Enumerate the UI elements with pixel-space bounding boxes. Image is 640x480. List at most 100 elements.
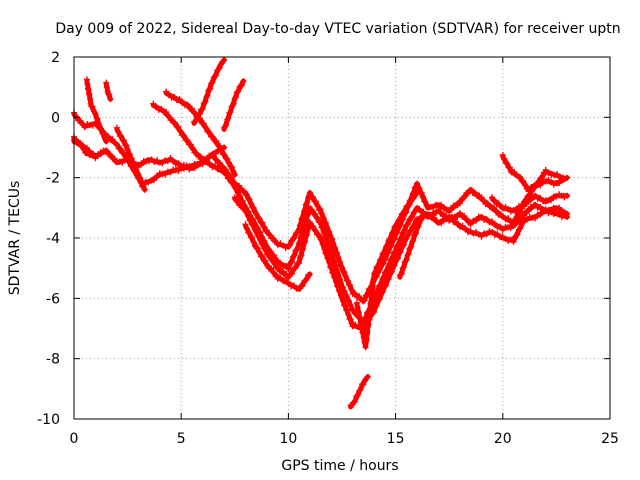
- data-point: [416, 185, 423, 192]
- data-point: [226, 175, 233, 182]
- data-point: [402, 227, 409, 234]
- data-point: [121, 149, 127, 156]
- x-tick-label: 0: [70, 431, 79, 447]
- data-point: [296, 259, 303, 266]
- data-point: [422, 198, 429, 205]
- data-point: [269, 256, 276, 262]
- data-point: [107, 96, 114, 103]
- data-point: [394, 221, 401, 228]
- data-point: [389, 230, 395, 237]
- y-tick-label: -10: [37, 412, 60, 428]
- data-point: [406, 201, 413, 208]
- data-point: [377, 281, 384, 288]
- data-point: [301, 208, 308, 215]
- data-point: [100, 130, 107, 137]
- data-point: [101, 135, 108, 142]
- data-point: [495, 200, 502, 207]
- data-point: [238, 202, 245, 209]
- data-point: [525, 199, 532, 205]
- data-point: [334, 249, 341, 256]
- data-point: [539, 174, 546, 181]
- data-point: [306, 189, 313, 196]
- data-point: [206, 86, 213, 93]
- data-point: [194, 161, 201, 168]
- data-point: [414, 180, 420, 187]
- data-point: [163, 88, 170, 95]
- data-point: [370, 275, 377, 282]
- series-prn-track-11: [210, 152, 571, 305]
- data-point: [507, 218, 514, 225]
- data-point: [448, 215, 455, 222]
- data-point: [228, 164, 235, 170]
- data-point: [98, 125, 104, 132]
- data-point: [335, 254, 342, 261]
- data-point: [203, 93, 210, 100]
- data-point: [414, 189, 420, 196]
- data-point: [299, 282, 306, 289]
- data-point: [216, 142, 223, 149]
- data-point: [203, 158, 210, 164]
- data-point: [398, 234, 405, 241]
- data-point: [459, 222, 466, 229]
- data-point: [335, 271, 342, 278]
- data-point: [514, 231, 521, 238]
- data-point: [375, 262, 382, 269]
- data-point: [371, 270, 378, 277]
- data-point: [374, 263, 381, 270]
- data-point: [511, 169, 518, 175]
- data-point: [247, 200, 254, 207]
- data-point: [150, 100, 157, 107]
- data-point: [337, 288, 344, 295]
- data-point: [372, 303, 379, 310]
- data-point: [312, 227, 319, 234]
- grid: [74, 57, 610, 419]
- data-point: [303, 231, 310, 238]
- data-point: [296, 222, 303, 229]
- data-point: [310, 223, 317, 230]
- data-point: [304, 199, 311, 206]
- data-point: [239, 198, 246, 204]
- data-point: [356, 293, 363, 300]
- data-point: [243, 208, 250, 215]
- data-point: [298, 252, 305, 259]
- data-point: [247, 217, 254, 224]
- data-point: [123, 142, 130, 149]
- data-point: [188, 164, 195, 171]
- data-point: [158, 106, 165, 112]
- data-point: [250, 238, 257, 245]
- data-point: [320, 241, 327, 248]
- data-point: [392, 247, 399, 254]
- data-point: [400, 242, 407, 248]
- chart-title: Day 009 of 2022, Sidereal Day-to-day VTE…: [55, 21, 620, 37]
- data-point: [537, 211, 544, 218]
- data-point: [483, 231, 490, 238]
- data-point: [415, 223, 422, 230]
- data-point: [403, 257, 410, 263]
- data-point: [292, 265, 299, 271]
- data-point: [197, 153, 204, 160]
- data-point: [218, 147, 225, 154]
- data-point: [256, 249, 263, 256]
- data-point: [548, 197, 554, 204]
- data-point: [211, 73, 218, 80]
- data-point: [226, 160, 232, 166]
- data-point: [306, 271, 313, 278]
- data-point: [372, 269, 379, 276]
- data-point: [390, 263, 397, 270]
- data-point: [510, 238, 517, 245]
- data-point: [517, 225, 524, 232]
- data-point: [151, 177, 157, 184]
- data-point: [402, 258, 409, 265]
- data-point: [407, 244, 414, 251]
- data-point: [333, 278, 340, 285]
- data-point: [216, 64, 223, 71]
- data-point: [380, 274, 387, 281]
- data-point: [337, 276, 344, 283]
- data-point: [409, 214, 416, 221]
- data-point: [107, 151, 114, 158]
- data-point: [124, 146, 131, 153]
- data-point: [180, 165, 187, 172]
- data-point: [377, 257, 384, 263]
- data-point: [206, 161, 213, 168]
- data-point: [491, 221, 498, 228]
